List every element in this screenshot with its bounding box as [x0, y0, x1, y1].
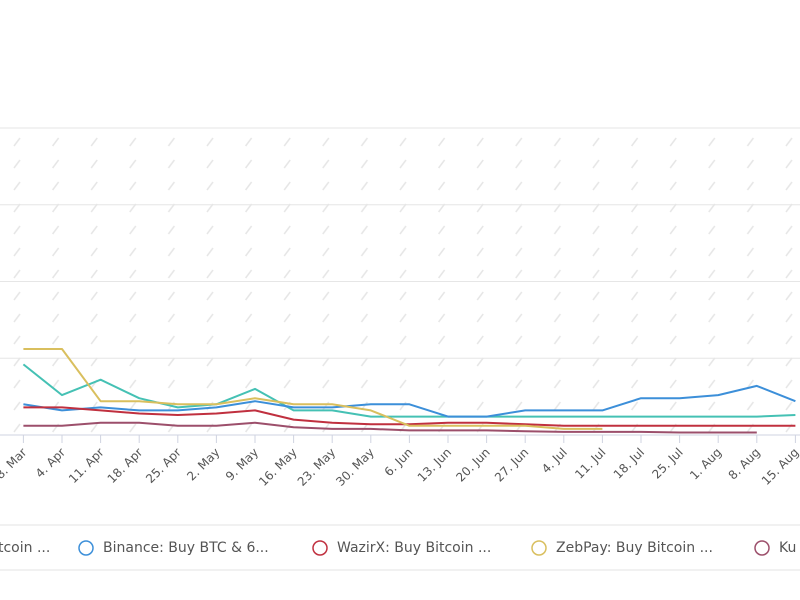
x-tick-label: 18. Apr: [105, 445, 146, 486]
legend-marker[interactable]: [312, 540, 328, 556]
legend-marker[interactable]: [531, 540, 547, 556]
x-tick-label: 25. Apr: [143, 445, 184, 486]
x-tick-label: 2. May: [184, 445, 222, 483]
x-tick-label: 13. Jun: [415, 445, 454, 484]
x-tick-label: 9. May: [223, 445, 261, 483]
legend-marker[interactable]: [78, 540, 94, 556]
series-line: [23, 406, 796, 427]
legend-marker[interactable]: [754, 540, 770, 556]
legend-label[interactable]: WazirX: Buy Bitcoin ...: [337, 540, 491, 556]
x-tick-label: 27. Jun: [492, 445, 531, 484]
x-tick-label: 11. Jul: [572, 445, 608, 481]
x-tick-label: 20. Jun: [453, 445, 492, 484]
legend-label[interactable]: tcoin ...: [0, 540, 50, 556]
x-tick-label: 4. Jul: [539, 445, 570, 476]
x-tick-label: 28. Mar: [0, 445, 30, 487]
x-tick-label: 23. May: [295, 445, 339, 489]
x-tick-label: 11. Apr: [66, 445, 107, 486]
x-tick-label: 16. May: [256, 445, 300, 489]
x-tick-label: 25. Jul: [649, 445, 685, 481]
x-tick-label: 8. Aug: [726, 445, 763, 482]
x-tick-label: 4. Apr: [33, 445, 68, 480]
series-line: [23, 348, 603, 430]
series-line: [23, 421, 757, 434]
series-line: [23, 384, 796, 418]
x-tick-label: 15. Aug: [759, 445, 800, 488]
x-tick-label: 6. Jun: [382, 445, 416, 479]
legend-label[interactable]: ZebPay: Buy Bitcoin ...: [556, 540, 713, 556]
x-tick-label: 30. May: [333, 445, 377, 489]
legend-label[interactable]: Ku: [779, 540, 796, 556]
x-tick-label: 1. Aug: [687, 445, 724, 482]
legend-label[interactable]: Binance: Buy BTC & 6...: [103, 540, 269, 556]
x-tick-label: 18. Jul: [611, 445, 647, 481]
